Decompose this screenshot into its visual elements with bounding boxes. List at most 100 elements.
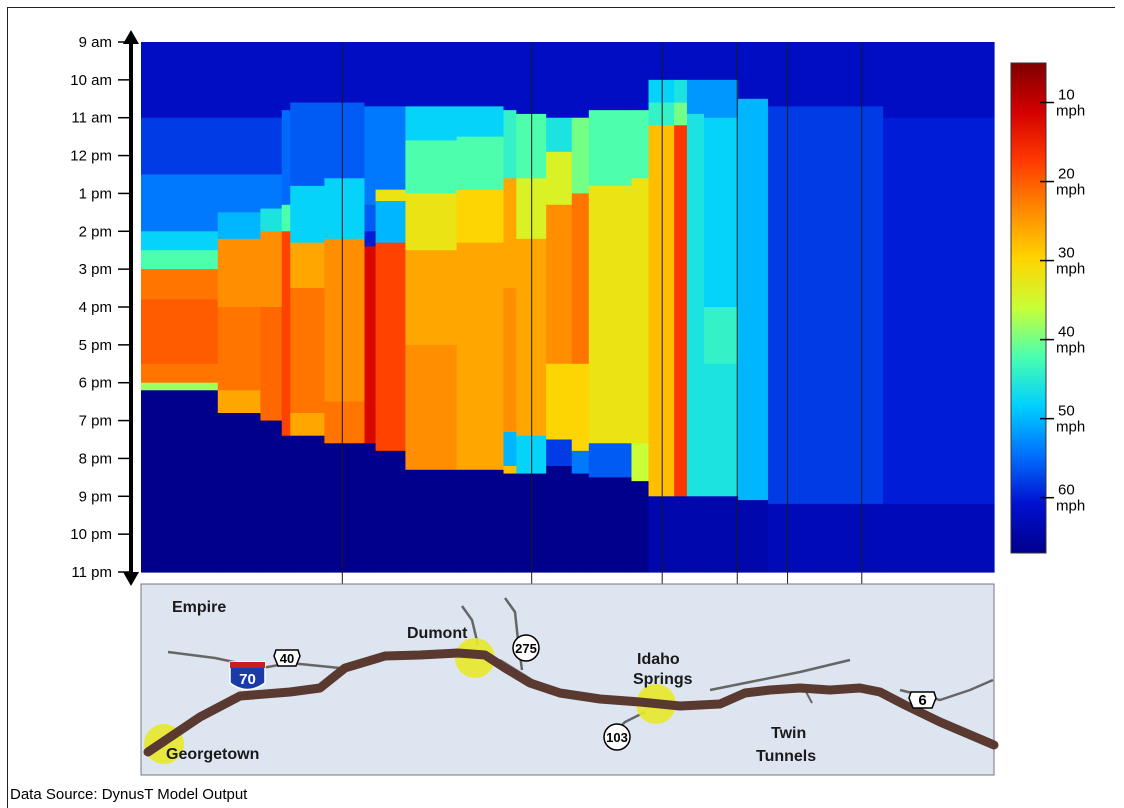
heatmap-cell [324, 443, 366, 573]
y-tick-label: 9 am [79, 34, 112, 51]
heatmap-cell [503, 466, 517, 475]
y-tick-label: 1 pm [79, 185, 112, 202]
empire-label: Empire [172, 599, 226, 616]
heatmap-cell [648, 102, 675, 126]
y-tick-label: 10 pm [70, 526, 112, 543]
heatmap-cell [686, 42, 705, 81]
heatmap-cell [141, 382, 219, 391]
y-tick-label: 9 pm [79, 488, 112, 505]
heatmap-cell [631, 42, 650, 111]
heatmap-cell [456, 106, 505, 138]
colorbar-tick-value: 10 [1058, 87, 1075, 104]
heatmap-cell [686, 79, 705, 115]
heatmap-cell [290, 435, 325, 573]
heatmap-cell [364, 106, 377, 206]
heatmap-cell [375, 42, 407, 107]
heatmap-cell [324, 178, 366, 240]
y-tick-label: 6 pm [79, 375, 112, 392]
y-tick-label: 11 pm [71, 564, 112, 581]
route275-shield-icon: 275 [512, 634, 540, 662]
heatmap-cell [324, 401, 366, 444]
heatmap-cell [503, 473, 517, 573]
idaho-springs-label-2: Springs [633, 671, 693, 688]
route103-shield-label: 103 [606, 730, 628, 745]
i70-shield-label: 70 [239, 671, 256, 688]
us6-shield-icon: 6 [908, 691, 937, 709]
heatmap-cell [738, 42, 769, 100]
heatmap-cell [364, 443, 377, 573]
heatmap-cell [456, 189, 505, 244]
figure-frame [7, 7, 1115, 808]
y-tick-label: 5 pm [79, 337, 112, 354]
heatmap-cell [281, 110, 291, 206]
y-tick-label: 2 pm [79, 223, 112, 240]
heatmap-cell [631, 110, 650, 179]
heatmap-cell [648, 125, 675, 497]
colorbar-tick-unit: mph [1056, 498, 1085, 515]
us6-shield-label: 6 [918, 692, 926, 709]
heatmap-cell [217, 42, 262, 119]
y-axis-arrow-up-icon [123, 30, 139, 44]
us40-shield-label: 40 [280, 651, 294, 666]
heatmap-cell [546, 466, 573, 573]
heatmap-cell [405, 250, 458, 346]
heatmap-cell [405, 42, 458, 107]
heatmap-cell [456, 42, 505, 107]
heatmap-cell [364, 231, 377, 248]
heatmap-cell [546, 363, 573, 441]
heatmap-cell [571, 42, 590, 119]
heatmap-cell [375, 106, 407, 191]
heatmap-cell [260, 420, 283, 573]
colorbar-tick-unit: mph [1056, 419, 1085, 436]
route-map-panel: 40 70 275 103 6 Empire Dumont Idaho Spri… [140, 583, 999, 776]
heatmap-cell [364, 204, 377, 232]
heatmap-cell [883, 503, 995, 573]
heatmap-cell [405, 469, 458, 573]
heatmap-cell [290, 288, 325, 414]
colorbar-tick-unit: mph [1056, 340, 1085, 357]
heatmap-cell [571, 117, 590, 195]
heatmap-cell [503, 110, 517, 179]
heatmap-cell [290, 185, 325, 244]
heatmap-cell [217, 413, 262, 573]
heatmap-cell [703, 496, 739, 573]
heatmap-cell [364, 246, 377, 444]
y-tick-label: 7 pm [79, 413, 112, 430]
heatmap-cell [631, 178, 650, 444]
heatmap-cell [571, 363, 590, 452]
heatmap-cell [588, 185, 633, 444]
heatmap-cell [503, 431, 517, 467]
heatmap-cell [217, 390, 262, 414]
heatmap-cell [375, 242, 407, 452]
heatmap-cell [503, 178, 517, 289]
heatmap-cell [141, 299, 219, 365]
heatmap-cell [703, 307, 739, 365]
i70-highway [143, 648, 999, 757]
heatmap-cell [141, 42, 219, 119]
heatmap-cell [588, 443, 633, 478]
heatmap-cell [648, 496, 675, 573]
heatmap-cell [686, 113, 705, 497]
colorbar-tick-unit: mph [1056, 103, 1085, 120]
colorbar-tick-value: 40 [1058, 324, 1075, 341]
heatmap-cell [703, 42, 739, 81]
y-axis-arrow-down-icon [123, 572, 139, 586]
heatmap-cell [375, 189, 407, 202]
heatmap-cell [260, 117, 283, 176]
y-tick-group: 9 am 10 am 11 am 12 pm 1 pm 2 pm 3 pm 4 pm 5 pm 6… [70, 34, 131, 581]
heatmap-cell [290, 42, 325, 104]
heatmap-cell [588, 110, 633, 187]
y-axis [123, 30, 139, 586]
heatmap-cell [281, 42, 291, 111]
y-tick-label: 3 pm [79, 261, 112, 278]
heatmap-cell [260, 174, 283, 210]
heatmap-cell [883, 42, 995, 119]
heatmap-cell [456, 242, 505, 354]
heatmap-cell [324, 42, 366, 104]
georgetown-label: Georgetown [166, 746, 259, 763]
heatmap-cell [260, 42, 283, 119]
heatmap-cell [648, 79, 675, 104]
heatmap-cell [546, 439, 573, 467]
twin-tunnels-label-2: Tunnels [756, 748, 816, 765]
